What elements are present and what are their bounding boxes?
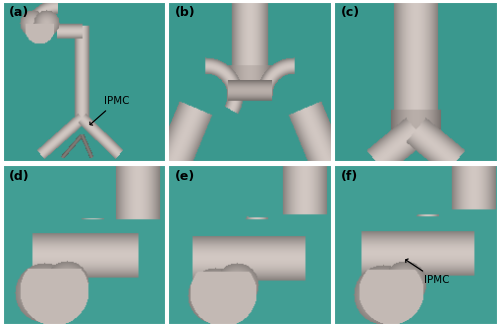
Text: IPMC: IPMC bbox=[406, 259, 450, 285]
Text: (f): (f) bbox=[340, 169, 358, 182]
Text: IPMC: IPMC bbox=[90, 96, 130, 125]
Text: (b): (b) bbox=[175, 7, 196, 19]
Text: (a): (a) bbox=[9, 7, 29, 19]
Text: (e): (e) bbox=[175, 169, 195, 182]
Text: (c): (c) bbox=[340, 7, 360, 19]
Text: (d): (d) bbox=[9, 169, 29, 182]
